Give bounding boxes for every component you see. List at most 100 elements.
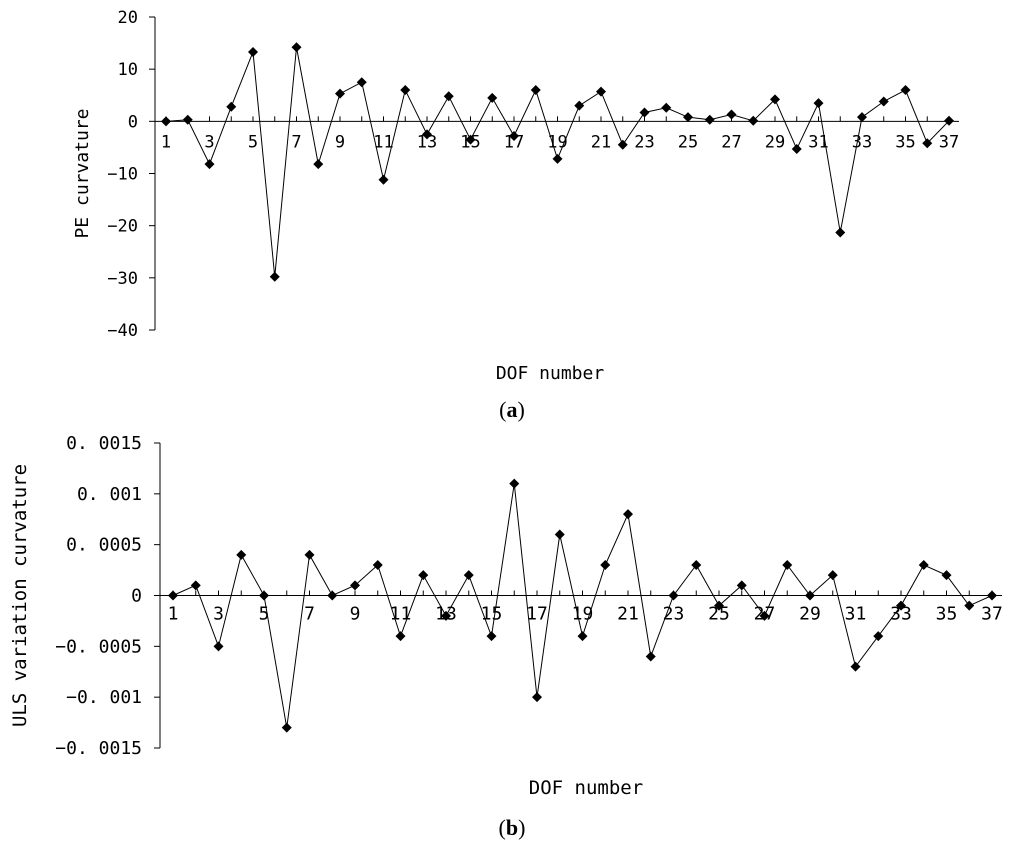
x-tick-label: 5: [259, 604, 270, 625]
y-tick-label: −0. 001: [66, 687, 142, 708]
y-axis-title: PE curvature: [72, 108, 93, 238]
data-point-marker: [857, 112, 867, 123]
data-point-marker: [850, 661, 861, 672]
data-point-marker: [236, 549, 247, 560]
data-point-marker: [400, 85, 411, 96]
data-point-marker: [463, 570, 474, 581]
data-point-marker: [465, 134, 476, 145]
data-point-marker: [805, 590, 815, 601]
data-point-marker: [335, 88, 345, 99]
data-point-marker: [639, 107, 650, 118]
x-tick-label: 29: [765, 132, 785, 152]
chart-panel-a: 20100−10−20−30−4013579111315171921232527…: [72, 8, 959, 384]
data-point-marker: [259, 590, 269, 601]
data-point-marker: [554, 529, 565, 540]
x-tick-label: 15: [481, 604, 503, 625]
x-tick-label: 1: [168, 604, 179, 625]
data-point-marker: [182, 114, 193, 125]
data-point-marker: [645, 651, 656, 662]
data-point-marker: [600, 560, 611, 570]
y-axis-title: ULS variation curvature: [9, 464, 31, 727]
data-point-marker: [873, 631, 884, 642]
data-point-marker: [987, 590, 997, 601]
y-tick-label: −30: [107, 269, 138, 289]
data-point-marker: [161, 116, 171, 127]
x-axis-title: DOF number: [529, 777, 643, 799]
x-tick-label: 3: [204, 132, 214, 152]
data-point-marker: [782, 560, 793, 570]
data-point-marker: [395, 631, 406, 642]
data-point-marker: [552, 153, 563, 164]
x-tick-label: 7: [304, 604, 315, 625]
data-point-marker: [878, 96, 889, 107]
x-tick-label: 33: [852, 132, 872, 152]
chart-panel-b: 0. 0015 0. 001 0. 0005 0 −0. 0005 −0. 001 −0. …: [9, 433, 1003, 799]
y-tick-label: 10: [118, 60, 138, 80]
x-tick-label: 9: [350, 604, 361, 625]
x-tick-label: 5: [248, 132, 258, 152]
data-point-marker: [356, 77, 367, 88]
x-tick-label: 37: [939, 132, 959, 152]
data-point-marker: [900, 85, 911, 96]
data-point-marker: [168, 590, 178, 601]
data-point-marker: [736, 580, 747, 591]
y-tick-label: −40: [107, 321, 138, 341]
x-tick-label: 29: [799, 604, 821, 625]
data-point-marker: [922, 138, 933, 149]
data-point-marker: [623, 509, 633, 520]
data-point-marker: [443, 91, 454, 102]
data-point-marker: [269, 271, 280, 282]
y-tick-label: 0. 0015: [66, 433, 142, 454]
data-point-marker: [944, 115, 954, 126]
x-tick-label: 31: [808, 132, 828, 152]
x-tick-label: 3: [213, 604, 224, 625]
y-tick-label: 0: [128, 112, 138, 132]
data-point-marker: [574, 100, 585, 111]
panel-a-caption: (a): [499, 397, 525, 422]
data-point-marker: [291, 42, 302, 53]
x-tick-label: 9: [335, 132, 345, 152]
data-point-marker: [213, 641, 224, 652]
x-tick-label: 25: [678, 132, 698, 152]
x-axis-title: DOF number: [496, 363, 605, 384]
data-point-marker: [726, 109, 737, 120]
data-point-marker: [350, 580, 360, 591]
x-tick-label: 23: [634, 132, 654, 152]
x-tick-label: 23: [663, 604, 685, 625]
x-tick-label: 37: [981, 604, 1003, 625]
data-point-marker: [596, 86, 606, 97]
y-tick-label: −0. 0015: [55, 738, 142, 759]
data-point-marker: [313, 159, 324, 170]
data-point-marker: [918, 560, 929, 570]
x-tick-label: 31: [845, 604, 867, 625]
data-point-marker: [248, 46, 258, 57]
data-point-marker: [422, 129, 432, 140]
x-tick-label: 7: [291, 132, 301, 152]
data-point-marker: [378, 174, 389, 185]
data-point-marker: [683, 112, 693, 123]
data-point-marker: [941, 570, 952, 581]
x-tick-label: 1: [161, 132, 171, 152]
y-tick-label: 0. 001: [77, 484, 142, 505]
data-point-marker: [770, 94, 780, 105]
x-tick-label: 13: [417, 132, 437, 152]
data-point-marker: [577, 631, 588, 642]
data-point-marker: [418, 570, 429, 581]
data-point-marker: [617, 139, 628, 150]
x-tick-label: 11: [373, 132, 393, 152]
x-tick-label: 21: [591, 132, 611, 152]
data-point-marker: [486, 631, 497, 642]
data-point-marker: [759, 610, 770, 621]
data-point-marker: [304, 549, 315, 560]
data-point-marker: [896, 600, 906, 611]
x-tick-label: 35: [895, 132, 915, 152]
data-point-marker: [372, 560, 383, 570]
data-point-marker: [791, 143, 802, 154]
data-point-marker: [704, 114, 715, 125]
y-tick-label: −0. 0005: [55, 636, 142, 657]
data-point-marker: [964, 600, 975, 611]
data-point-marker: [835, 227, 846, 238]
x-tick-label: 25: [708, 604, 730, 625]
data-point-marker: [714, 600, 724, 611]
x-tick-label: 27: [721, 132, 741, 152]
